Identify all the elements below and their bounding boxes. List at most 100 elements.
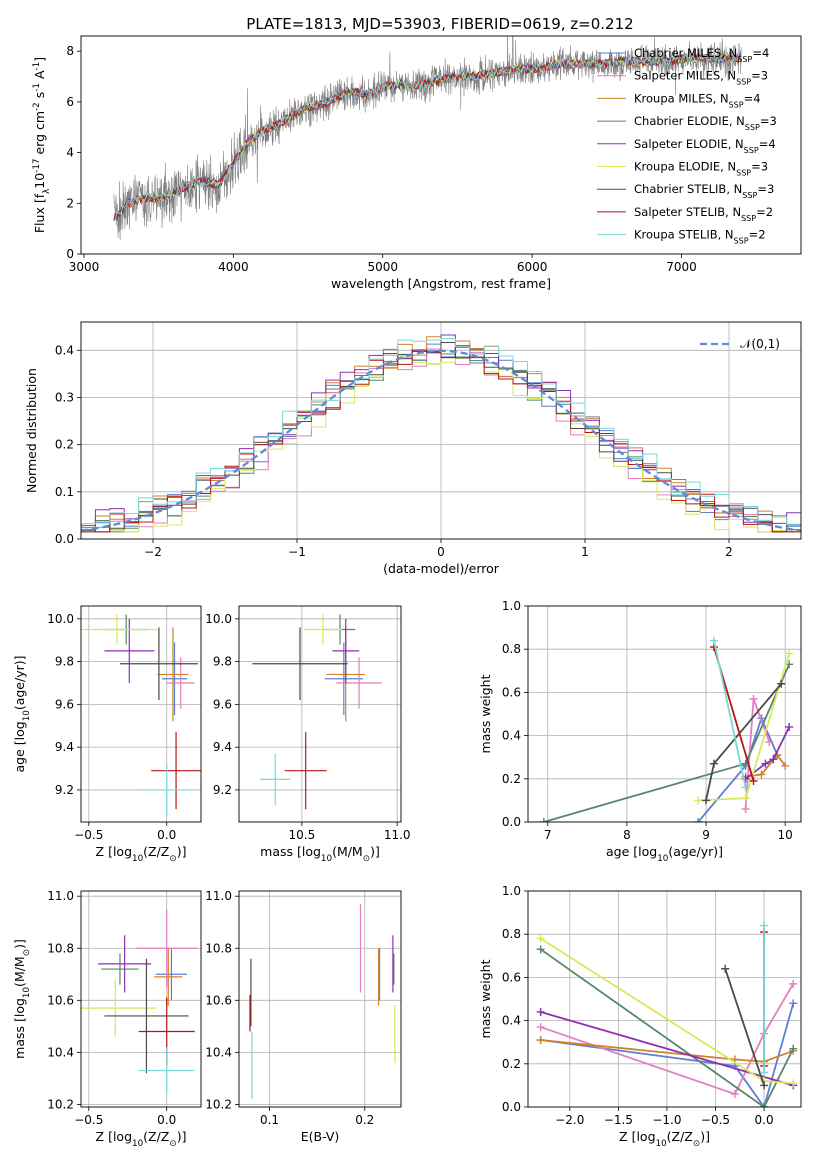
weight-marker [536, 945, 545, 954]
x-tick-label: 7000 [666, 260, 697, 274]
x-tick-label: 0 [437, 545, 445, 559]
weight-marker [789, 1079, 798, 1088]
chart-weight-vs-age: 7 8 9 10 0.0 0.2 0.4 0.6 0.8 1.0 age [log10(age/yr… [478, 599, 802, 864]
axes-frame [238, 605, 402, 823]
legend-label: Salpeter MILES, NSSP=3 [634, 69, 768, 87]
weight-line [540, 948, 795, 1107]
y-axis-label: age [log10(age/yr)] [12, 655, 32, 772]
x-tick-label: 10.5 [289, 828, 316, 842]
y-tick-label: 10.6 [205, 993, 232, 1007]
errorbar-point [140, 764, 194, 816]
y-tick-label: 0.2 [55, 438, 74, 452]
x-tick-label: −0.5 [74, 828, 103, 842]
errorbar-point [154, 948, 183, 1006]
legend-label: Chabrier MILES, NSSP=4 [634, 46, 769, 64]
plot-area [249, 904, 396, 1100]
errorbar-point [157, 627, 189, 722]
errorbar-point [101, 953, 139, 985]
figure-title: PLATE=1813, MJD=53903, FIBERID=0619, z=0… [246, 15, 633, 33]
plot-area [81, 909, 198, 1094]
x-tick-label: 8 [623, 828, 631, 842]
errorbar-point [98, 935, 152, 993]
weight-marker [694, 818, 703, 822]
weight-line [745, 753, 786, 778]
weight-line [697, 715, 779, 822]
errorbar-point [324, 642, 363, 716]
errorbar-point [81, 979, 156, 1037]
y-tick-label: 9.4 [213, 740, 232, 754]
x-tick-label: 0.0 [755, 1113, 774, 1127]
plot-area [536, 921, 798, 1107]
histogram-step [81, 353, 801, 533]
legend-label: Chabrier STELIB, NSSP=3 [634, 182, 774, 200]
axes-frame [80, 605, 202, 823]
weight-marker [536, 1036, 545, 1045]
x-tick-label: 2 [725, 545, 733, 559]
chart-mass-vs-Z: −0.5 0.0 10.2 10.4 10.6 10.8 11.0 Z [log10(Z/Z⊙… [12, 889, 202, 1149]
y-tick-label: 0.6 [502, 685, 521, 699]
legend-label: Salpeter ELODIE, NSSP=4 [634, 137, 776, 155]
plot-area [113, 36, 742, 240]
errorbar-point [155, 948, 187, 1001]
y-tick-label: 1.0 [502, 884, 521, 898]
weight-marker [760, 921, 769, 930]
y-tick-label: 8 [66, 44, 74, 58]
x-tick-label: 6000 [517, 260, 548, 274]
y-tick-label: 6 [66, 95, 74, 109]
x-tick-label: 1 [581, 545, 589, 559]
weight-marker [749, 776, 758, 785]
weight-line [713, 640, 747, 788]
errorbar-point [252, 627, 348, 701]
weight-line [724, 968, 765, 1086]
y-tick-label: 1.0 [502, 599, 521, 613]
y-tick-label: 10.2 [205, 1097, 232, 1111]
weight-marker [749, 694, 758, 703]
x-tick-label: −2.0 [555, 1113, 584, 1127]
x-tick-label: 7 [544, 828, 552, 842]
y-tick-label: 0.3 [55, 390, 74, 404]
x-tick-label: 0.0 [157, 828, 176, 842]
x-tick-label: 11.0 [384, 828, 411, 842]
gaussian-curve [81, 349, 801, 532]
y-axis-label: mass weight [478, 959, 493, 1038]
chart-age-vs-Z: −0.5 0.0 9.2 9.4 9.6 9.8 10.0 Z [log10(Z/Z⊙)] ag… [12, 605, 202, 864]
weight-line [540, 1003, 795, 1107]
x-tick-label: −1 [288, 545, 306, 559]
chart-mass-vs-ebv: 0.1 0.2 10.2 10.4 10.6 10.8 11.0 E(B-V) [205, 889, 402, 1144]
histogram-step [81, 353, 801, 533]
errorbar-point [104, 618, 155, 683]
y-tick-label: 9.2 [55, 783, 74, 797]
x-tick-label: 4000 [218, 260, 249, 274]
x-tick-label: 9 [702, 828, 710, 842]
weight-marker [789, 979, 798, 988]
x-tick-label: 0.1 [260, 1113, 279, 1127]
weight-marker [760, 1068, 769, 1077]
x-tick-label: 5000 [367, 260, 398, 274]
y-tick-label: 0.2 [502, 1057, 521, 1071]
y-tick-label: 10.0 [47, 612, 74, 626]
weight-marker [709, 759, 718, 768]
y-tick-label: 10.4 [47, 1045, 74, 1059]
weight-marker [536, 934, 545, 943]
weight-marker [741, 805, 750, 814]
errorbar-point [81, 614, 158, 645]
y-tick-label: 0.8 [502, 927, 521, 941]
axes-frame [80, 321, 802, 540]
errorbar-point [138, 1047, 195, 1094]
axes-frame [527, 890, 802, 1108]
y-tick-label: 4 [66, 146, 74, 160]
weight-marker [761, 759, 770, 768]
errorbar-point [259, 753, 291, 805]
data-spectrum-line [113, 36, 742, 240]
x-axis-label: wavelength [Angstrom, rest frame] [331, 276, 551, 291]
weight-marker [702, 796, 711, 805]
y-tick-label: 0 [66, 247, 74, 261]
plot-area [539, 636, 794, 822]
y-tick-label: 9.8 [55, 655, 74, 669]
weight-marker [741, 794, 750, 803]
y-axis-label: Normed distribution [24, 368, 39, 493]
weight-marker [721, 964, 730, 973]
y-tick-label: 9.2 [213, 783, 232, 797]
x-axis-label: age [log10(age/yr)] [606, 844, 723, 864]
